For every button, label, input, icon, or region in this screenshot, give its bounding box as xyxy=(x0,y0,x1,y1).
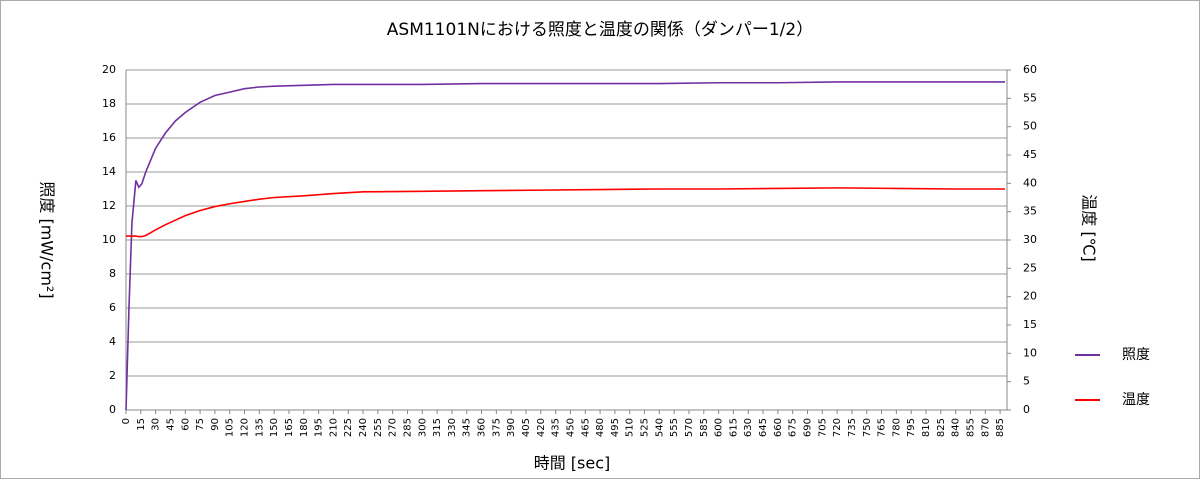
x-tick-label: 690 xyxy=(802,418,813,437)
x-tick-label: 195 xyxy=(314,418,325,437)
x-tick-label: 855 xyxy=(965,418,976,437)
x-tick-label: 600 xyxy=(714,418,725,437)
x-tick-label: 810 xyxy=(921,418,932,437)
x-tick-label: 330 xyxy=(447,418,458,437)
y-tick-label: 10 xyxy=(102,233,116,246)
y2-tick-label: 20 xyxy=(1023,290,1037,303)
y2-axis-title: 温度 [℃] xyxy=(1080,194,1099,262)
x-tick-label: 720 xyxy=(832,418,843,437)
x-tick-label: 420 xyxy=(536,418,547,437)
x-tick-label: 510 xyxy=(625,418,636,437)
x-tick-label: 0 xyxy=(121,418,132,424)
x-tick-label: 225 xyxy=(343,418,354,437)
x-tick-label: 525 xyxy=(640,418,651,437)
x-tick-label: 465 xyxy=(580,418,591,437)
x-tick-label: 390 xyxy=(506,418,517,437)
x-tick-label: 300 xyxy=(417,418,428,437)
x-tick-label: 735 xyxy=(847,418,858,437)
x-tick-label: 630 xyxy=(743,418,754,437)
y2-tick-label: 55 xyxy=(1023,91,1037,104)
y2-tick-label: 0 xyxy=(1023,403,1030,416)
x-tick-label: 660 xyxy=(773,418,784,437)
x-tick-label: 870 xyxy=(980,418,991,437)
x-tick-label: 675 xyxy=(788,418,799,437)
y2-tick-label: 35 xyxy=(1023,205,1037,218)
x-tick-label: 795 xyxy=(906,418,917,437)
x-tick-label: 555 xyxy=(669,418,680,437)
x-tick-label: 495 xyxy=(610,418,621,437)
y2-tick-label: 40 xyxy=(1023,176,1037,189)
y-tick-label: 14 xyxy=(102,165,116,178)
y2-tick-label: 25 xyxy=(1023,261,1037,274)
x-tick-label: 615 xyxy=(728,418,739,437)
x-axis-title: 時間 [sec] xyxy=(534,454,611,473)
y-axis-title: 照度 [mW/cm²] xyxy=(38,181,57,298)
x-tick-label: 75 xyxy=(195,418,206,431)
x-tick-label: 120 xyxy=(240,418,251,437)
x-tick-label: 375 xyxy=(491,418,502,437)
x-tick-label: 150 xyxy=(269,418,280,437)
x-tick-label: 315 xyxy=(432,418,443,437)
x-tick-label: 270 xyxy=(388,418,399,437)
x-tick-label: 210 xyxy=(328,418,339,437)
legend-label: 温度 xyxy=(1122,392,1150,408)
y2-tick-label: 15 xyxy=(1023,318,1037,331)
x-tick-label: 285 xyxy=(402,418,413,437)
x-tick-label: 705 xyxy=(817,418,828,437)
x-tick-label: 780 xyxy=(891,418,902,437)
series-line xyxy=(126,187,1006,238)
x-tick-label: 240 xyxy=(358,418,369,437)
x-tick-label: 750 xyxy=(862,418,873,437)
x-tick-label: 480 xyxy=(595,418,606,437)
y2-tick-label: 60 xyxy=(1023,63,1037,76)
x-tick-label: 360 xyxy=(477,418,488,437)
x-tick-label: 60 xyxy=(180,418,191,431)
y-tick-label: 0 xyxy=(109,403,116,416)
y2-tick-label: 10 xyxy=(1023,346,1037,359)
y-tick-label: 16 xyxy=(102,131,116,144)
x-tick-label: 435 xyxy=(551,418,562,437)
x-tick-label: 255 xyxy=(373,418,384,437)
x-tick-label: 825 xyxy=(936,418,947,437)
x-tick-label: 405 xyxy=(521,418,532,437)
x-tick-label: 570 xyxy=(684,418,695,437)
x-tick-label: 30 xyxy=(151,418,162,431)
x-tick-label: 345 xyxy=(462,418,473,437)
x-tick-label: 585 xyxy=(699,418,710,437)
y2-tick-label: 30 xyxy=(1023,233,1037,246)
y-tick-label: 12 xyxy=(102,199,116,212)
x-tick-label: 450 xyxy=(565,418,576,437)
legend-label: 照度 xyxy=(1122,347,1150,363)
y2-tick-label: 50 xyxy=(1023,120,1037,133)
y2-tick-label: 5 xyxy=(1023,375,1030,388)
y-tick-label: 8 xyxy=(109,267,116,280)
x-tick-label: 540 xyxy=(654,418,665,437)
x-tick-label: 135 xyxy=(254,418,265,437)
y-tick-label: 4 xyxy=(109,335,116,348)
x-tick-label: 765 xyxy=(877,418,888,437)
x-tick-label: 45 xyxy=(165,418,176,431)
x-tick-label: 90 xyxy=(210,418,221,431)
x-tick-label: 180 xyxy=(299,418,310,437)
x-tick-label: 840 xyxy=(951,418,962,437)
y-tick-label: 18 xyxy=(102,97,116,110)
x-tick-label: 105 xyxy=(225,418,236,437)
series-line xyxy=(125,81,1006,411)
y2-tick-label: 45 xyxy=(1023,148,1037,161)
x-tick-label: 15 xyxy=(136,418,147,431)
x-tick-label: 165 xyxy=(284,418,295,437)
chart-title: ASM1101Nにおける照度と温度の関係（ダンパー1/2） xyxy=(387,20,813,40)
y-tick-label: 6 xyxy=(109,301,116,314)
y-tick-label: 2 xyxy=(109,369,116,382)
y-tick-label: 20 xyxy=(102,63,116,76)
x-tick-label: 885 xyxy=(995,418,1006,437)
x-tick-label: 645 xyxy=(758,418,769,437)
